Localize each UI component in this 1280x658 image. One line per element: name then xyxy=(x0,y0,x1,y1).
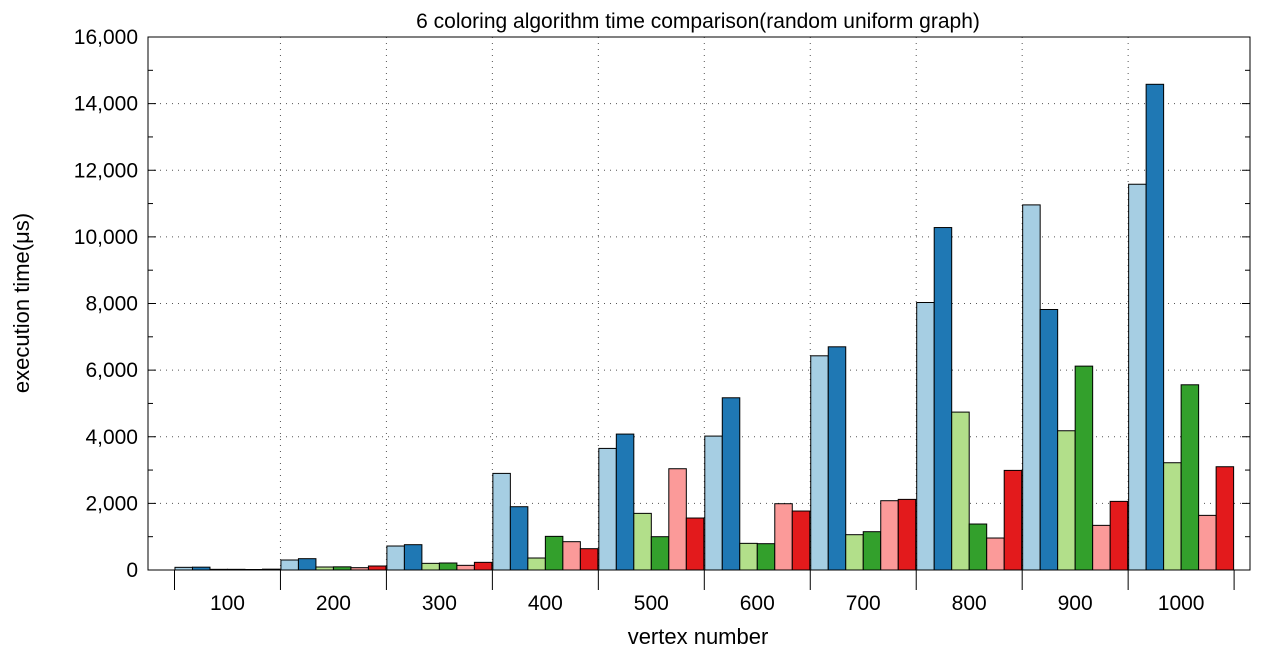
y-tick-label: 6,000 xyxy=(85,359,138,382)
bar xyxy=(527,557,546,571)
bars xyxy=(174,83,1235,571)
x-tick-label: 500 xyxy=(634,592,669,615)
bar xyxy=(1022,204,1041,571)
bar xyxy=(721,397,741,571)
bar xyxy=(403,544,423,571)
bar xyxy=(1092,524,1111,571)
x-tick-label: 900 xyxy=(1058,592,1093,615)
bar xyxy=(704,435,723,571)
bar xyxy=(791,510,811,571)
bar xyxy=(633,512,652,571)
bar xyxy=(897,498,917,571)
y-tick-label: 8,000 xyxy=(85,293,138,316)
bar xyxy=(951,411,970,571)
bar xyxy=(367,565,387,571)
bar xyxy=(1039,308,1059,571)
bar xyxy=(1198,514,1217,571)
bar xyxy=(473,561,493,571)
bar xyxy=(986,537,1005,571)
bar xyxy=(509,506,529,571)
bar xyxy=(1109,500,1129,571)
bar xyxy=(968,523,988,571)
bar xyxy=(386,545,405,571)
bar xyxy=(827,346,847,571)
bar xyxy=(1003,469,1023,571)
bar xyxy=(1145,83,1165,571)
axes: 0 2,000 4,000 6,000 8,000 10,000 12,000 14,000 1… xyxy=(74,26,1250,615)
y-tick-label: 10,000 xyxy=(74,226,138,249)
bar xyxy=(492,472,511,571)
x-tick-label: 200 xyxy=(316,592,351,615)
y-tick-label: 14,000 xyxy=(74,93,138,116)
bar xyxy=(1215,466,1235,571)
bar xyxy=(756,543,776,571)
bar xyxy=(280,559,299,571)
bar xyxy=(544,535,564,571)
bar xyxy=(774,503,793,571)
bar xyxy=(739,542,758,571)
bar xyxy=(579,548,599,571)
bar xyxy=(1128,183,1147,571)
x-tick-label: 100 xyxy=(210,592,245,615)
bar xyxy=(562,541,581,571)
x-tick-label: 400 xyxy=(528,592,563,615)
bar xyxy=(810,355,829,571)
chart-title: 6 coloring algorithm time comparison(ran… xyxy=(416,10,980,33)
bar xyxy=(668,468,687,571)
x-tick-label: 600 xyxy=(740,592,775,615)
y-tick-label: 4,000 xyxy=(85,426,138,449)
x-tick-label: 300 xyxy=(422,592,457,615)
y-tick-label: 16,000 xyxy=(74,26,138,49)
bar xyxy=(862,531,882,571)
bar xyxy=(650,536,670,571)
bar xyxy=(1074,365,1094,571)
y-axis-label: execution time(μs) xyxy=(9,213,34,393)
y-tick-label: 2,000 xyxy=(85,492,138,515)
bar xyxy=(598,447,617,571)
bar xyxy=(421,562,440,571)
bar xyxy=(933,227,953,571)
x-axis-label: vertex number xyxy=(628,624,769,649)
x-tick-label: 800 xyxy=(952,592,987,615)
bar xyxy=(845,534,864,571)
y-tick-label: 12,000 xyxy=(74,159,138,182)
bar xyxy=(1057,430,1076,571)
x-tick-label: 1000 xyxy=(1158,592,1205,615)
bar xyxy=(456,564,475,571)
x-tick-label: 700 xyxy=(846,592,881,615)
bar xyxy=(297,558,317,571)
bar xyxy=(880,500,899,571)
y-tick-label: 0 xyxy=(126,559,138,582)
bar xyxy=(1163,462,1182,571)
bar xyxy=(1180,384,1200,571)
bar xyxy=(438,562,458,571)
bar xyxy=(615,433,635,571)
bar xyxy=(916,302,935,571)
bar xyxy=(685,517,705,571)
